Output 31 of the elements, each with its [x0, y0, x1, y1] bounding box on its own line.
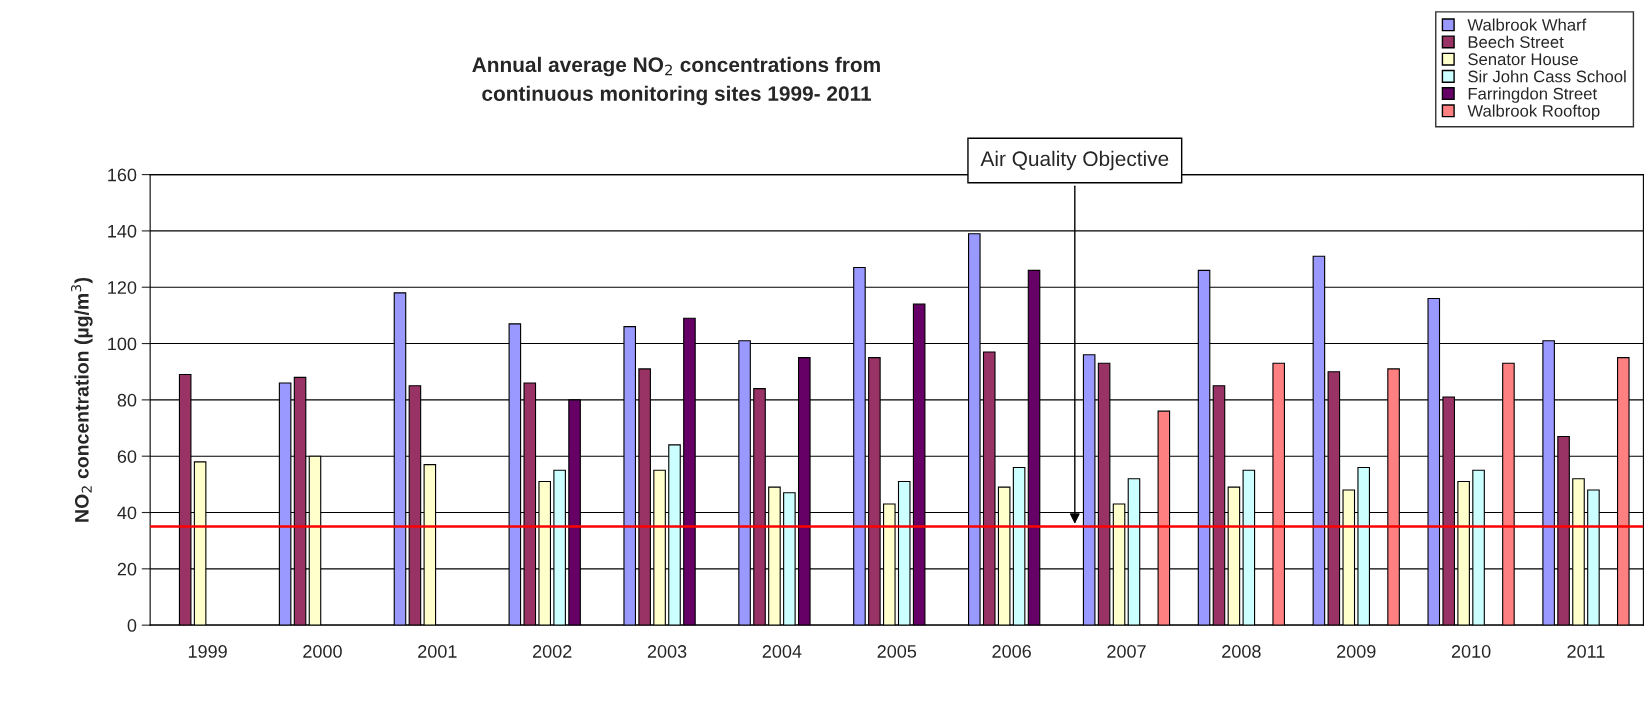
- legend-label: Walbrook Rooftop: [1467, 104, 1600, 121]
- legend-label: Sir John Cass School: [1468, 70, 1626, 83]
- legend-label: Farringdon Street: [1468, 87, 1597, 103]
- ref-line-label: Air Quality Objective: [980, 150, 1169, 171]
- y-tick-label: 40: [117, 506, 137, 520]
- x-tick-label: 2004: [762, 645, 802, 658]
- x-tick-label: 2007: [1107, 645, 1146, 658]
- y-tick-label: 160: [108, 168, 137, 182]
- x-tick-label: 2002: [533, 645, 572, 658]
- x-tick-label: 2008: [1222, 645, 1261, 658]
- y-tick-label: 100: [108, 337, 137, 351]
- x-tick-label: 2006: [992, 645, 1031, 658]
- x-tick-label: 2003: [647, 645, 687, 658]
- x-tick-label: 2010: [1451, 645, 1491, 658]
- y-tick-label: 0: [127, 619, 137, 632]
- chart-title: Annual average NO$_{2}$ concentrations from continuous monitoring sites 1999- 2011: [472, 56, 880, 106]
- x-tick-label: 2011: [1567, 645, 1605, 658]
- legend-label: Walbrook Wharf: [1467, 18, 1587, 31]
- y-tick-label: 140: [108, 224, 137, 238]
- y-tick-label: 20: [117, 562, 137, 576]
- y-tick-label: 80: [117, 393, 137, 407]
- x-tick-label: 2000: [303, 645, 342, 658]
- legend-label: Beech Street: [1468, 35, 1564, 48]
- x-tick-label: 1999: [188, 645, 227, 658]
- legend-label: Senator House: [1468, 53, 1578, 66]
- y-axis-title: NO$_{2}$ concentration (µg/m$^{3}$): [70, 277, 93, 522]
- y-tick-label: 60: [117, 450, 137, 463]
- x-tick-label: 2001: [418, 645, 457, 658]
- x-tick-label: 2009: [1337, 645, 1376, 658]
- x-tick-label: 2005: [877, 645, 917, 658]
- y-tick-label: 120: [108, 281, 137, 294]
